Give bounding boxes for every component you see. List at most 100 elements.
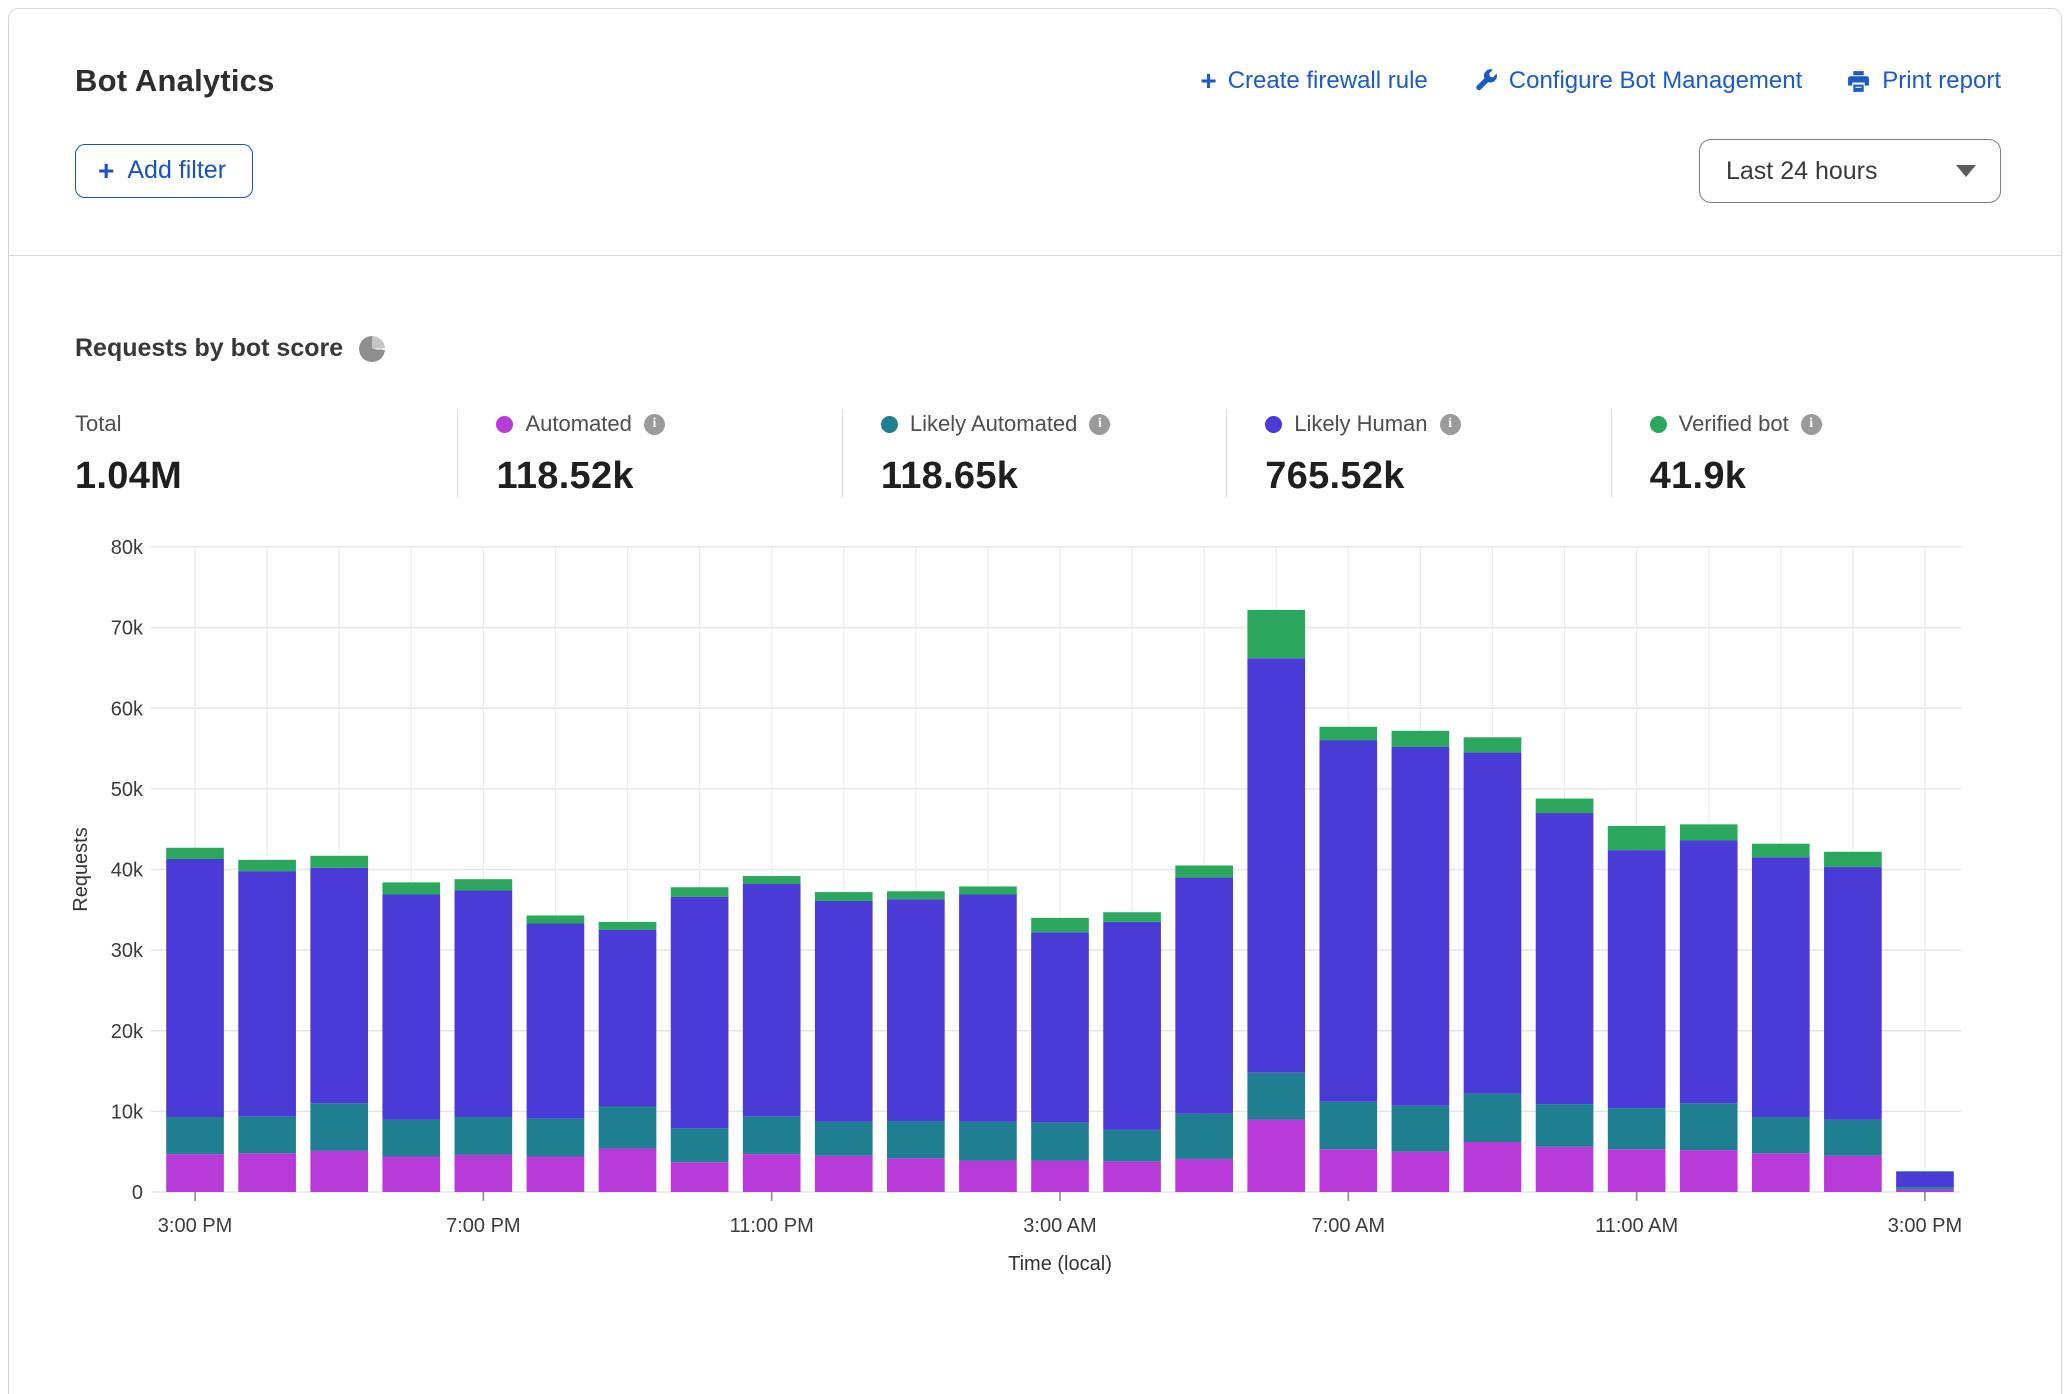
- bar-segment-likely-automated[interactable]: [1175, 1113, 1233, 1159]
- bar-segment-likely-human[interactable]: [1679, 840, 1738, 1104]
- legend-item-likely-human[interactable]: Likely Human i 765.52k: [1226, 409, 1610, 498]
- bar-segment-verified-bot[interactable]: [1463, 737, 1522, 753]
- bar-segment-verified-bot[interactable]: [814, 892, 873, 901]
- bar-segment-verified-bot[interactable]: [310, 855, 369, 868]
- bar-segment-likely-human[interactable]: [382, 894, 441, 1120]
- bar-segment-likely-automated[interactable]: [814, 1121, 873, 1156]
- bar-segment-likely-automated[interactable]: [1824, 1119, 1882, 1156]
- bar-segment-likely-human[interactable]: [1319, 740, 1378, 1102]
- info-icon[interactable]: i: [1800, 413, 1822, 435]
- chart-bar-1-00-PM[interactable]: [1751, 843, 1810, 1192]
- bar-segment-verified-bot[interactable]: [1824, 851, 1882, 868]
- legend-item-verified-bot[interactable]: Verified bot i 41.9k: [1610, 409, 1995, 498]
- bar-segment-verified-bot[interactable]: [887, 891, 945, 900]
- chart-bar-12-00-AM[interactable]: [814, 892, 873, 1192]
- bar-segment-verified-bot[interactable]: [1679, 824, 1738, 841]
- bar-segment-likely-automated[interactable]: [1463, 1093, 1522, 1143]
- bar-segment-likely-human[interactable]: [814, 900, 873, 1122]
- chart-bar-10-00-AM[interactable]: [1535, 798, 1594, 1192]
- bar-segment-automated[interactable]: [238, 1153, 296, 1192]
- bar-segment-automated[interactable]: [1751, 1153, 1810, 1192]
- bar-segment-verified-bot[interactable]: [742, 875, 801, 885]
- chart-bar-5-00-AM[interactable]: [1175, 865, 1233, 1192]
- bar-segment-likely-automated[interactable]: [887, 1121, 945, 1159]
- chart-bar-11-00-PM[interactable]: [742, 875, 801, 1192]
- bar-segment-likely-automated[interactable]: [598, 1106, 657, 1149]
- chart-bar-5-00-PM[interactable]: [310, 855, 369, 1192]
- add-filter-button[interactable]: + Add filter: [75, 144, 254, 198]
- chart-bar-8-00-AM[interactable]: [1391, 730, 1450, 1192]
- bar-segment-verified-bot[interactable]: [1103, 912, 1161, 922]
- bar-segment-automated[interactable]: [1535, 1146, 1594, 1192]
- bar-segment-likely-automated[interactable]: [310, 1103, 369, 1151]
- bar-segment-likely-human[interactable]: [1175, 877, 1233, 1114]
- bar-segment-automated[interactable]: [1463, 1142, 1522, 1192]
- legend-item-likely-automated[interactable]: Likely Automated i 118.65k: [841, 409, 1226, 498]
- bar-segment-likely-automated[interactable]: [1535, 1104, 1594, 1147]
- bar-segment-automated[interactable]: [1175, 1158, 1233, 1192]
- bar-segment-likely-human[interactable]: [1247, 658, 1306, 1073]
- bar-segment-verified-bot[interactable]: [1607, 825, 1666, 851]
- bar-segment-likely-human[interactable]: [238, 871, 296, 1117]
- bar-segment-automated[interactable]: [1031, 1160, 1089, 1192]
- chart-bar-3-00-AM[interactable]: [1031, 917, 1089, 1192]
- chart-bar-11-00-AM[interactable]: [1607, 825, 1666, 1192]
- bar-segment-likely-automated[interactable]: [670, 1128, 729, 1163]
- bar-segment-verified-bot[interactable]: [1247, 609, 1306, 659]
- info-icon[interactable]: i: [1439, 413, 1461, 435]
- bar-segment-likely-human[interactable]: [526, 923, 585, 1119]
- time-range-select[interactable]: Last 24 hours: [1699, 139, 2001, 203]
- bar-segment-automated[interactable]: [1896, 1189, 1954, 1192]
- bar-segment-likely-human[interactable]: [1896, 1171, 1954, 1188]
- bar-segment-likely-human[interactable]: [1463, 752, 1522, 1094]
- bar-segment-likely-automated[interactable]: [166, 1117, 224, 1155]
- bar-segment-likely-human[interactable]: [1751, 857, 1810, 1118]
- chart-bar-12-00-PM[interactable]: [1679, 824, 1738, 1192]
- bar-segment-automated[interactable]: [1391, 1151, 1450, 1192]
- chart-bar-4-00-PM[interactable]: [238, 859, 296, 1192]
- bar-segment-verified-bot[interactable]: [526, 915, 585, 924]
- bar-segment-verified-bot[interactable]: [454, 879, 513, 891]
- bar-segment-likely-automated[interactable]: [1247, 1072, 1306, 1120]
- bar-segment-verified-bot[interactable]: [670, 887, 729, 897]
- bar-segment-automated[interactable]: [959, 1160, 1017, 1192]
- bar-segment-likely-automated[interactable]: [742, 1116, 801, 1155]
- bar-segment-verified-bot[interactable]: [1175, 865, 1233, 878]
- bar-segment-likely-automated[interactable]: [1103, 1129, 1161, 1162]
- bar-segment-automated[interactable]: [1247, 1119, 1306, 1192]
- chart-bar-9-00-PM[interactable]: [598, 921, 657, 1192]
- bar-segment-likely-human[interactable]: [670, 896, 729, 1129]
- bar-segment-automated[interactable]: [454, 1154, 513, 1192]
- bar-segment-likely-human[interactable]: [598, 929, 657, 1107]
- bar-segment-likely-human[interactable]: [1535, 813, 1594, 1105]
- bar-segment-verified-bot[interactable]: [1391, 730, 1450, 747]
- chart-bar-7-00-PM[interactable]: [454, 879, 513, 1192]
- print-report-link[interactable]: Print report: [1846, 67, 2001, 95]
- bar-segment-likely-human[interactable]: [1391, 746, 1450, 1106]
- legend-item-automated[interactable]: Automated i 118.52k: [457, 409, 841, 498]
- chart-bar-6-00-AM[interactable]: [1247, 609, 1306, 1192]
- bar-segment-verified-bot[interactable]: [598, 921, 657, 930]
- bar-segment-likely-human[interactable]: [742, 884, 801, 1117]
- bar-segment-verified-bot[interactable]: [1319, 726, 1378, 741]
- bar-segment-verified-bot[interactable]: [382, 882, 441, 895]
- chart-bar-4-00-AM[interactable]: [1103, 912, 1161, 1192]
- bar-segment-automated[interactable]: [166, 1154, 224, 1192]
- info-icon[interactable]: i: [1089, 413, 1111, 435]
- bar-segment-likely-automated[interactable]: [382, 1119, 441, 1157]
- chart-bar-9-00-AM[interactable]: [1463, 737, 1522, 1192]
- chart-bar-1-00-AM[interactable]: [887, 891, 945, 1192]
- bar-segment-likely-automated[interactable]: [526, 1118, 585, 1157]
- bar-segment-likely-automated[interactable]: [959, 1121, 1017, 1161]
- bar-segment-likely-human[interactable]: [1607, 850, 1666, 1109]
- bar-segment-likely-automated[interactable]: [1391, 1105, 1450, 1152]
- bar-segment-verified-bot[interactable]: [1535, 798, 1594, 814]
- chart-bar-8-00-PM[interactable]: [526, 915, 585, 1192]
- bar-segment-likely-automated[interactable]: [1896, 1187, 1954, 1190]
- bar-segment-automated[interactable]: [1319, 1149, 1378, 1192]
- bar-segment-automated[interactable]: [382, 1156, 441, 1192]
- bar-segment-automated[interactable]: [887, 1158, 945, 1192]
- bar-segment-likely-automated[interactable]: [1319, 1101, 1378, 1150]
- bar-segment-likely-automated[interactable]: [1751, 1117, 1810, 1154]
- bar-segment-likely-automated[interactable]: [1031, 1122, 1089, 1161]
